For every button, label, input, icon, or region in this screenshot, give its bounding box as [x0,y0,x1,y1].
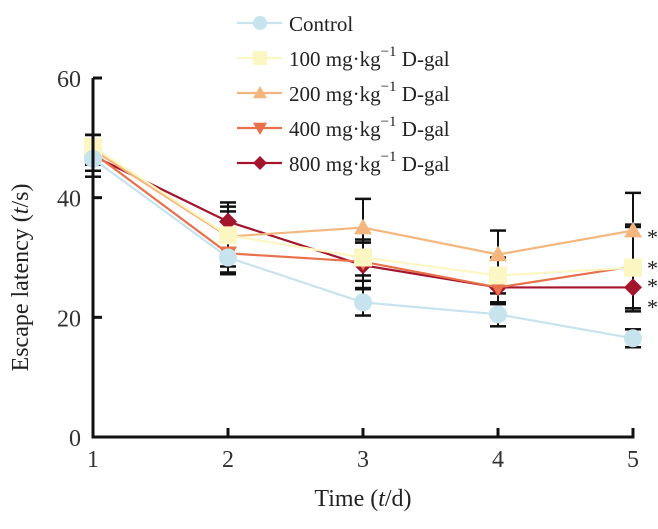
y-tick-label: 0 [69,426,81,452]
data-point [219,248,237,267]
data-point [253,51,267,65]
legend-item: 200 mg·kg−1 D-gal [237,79,450,106]
data-point [624,329,642,348]
legend-item: 800 mg·kg−1 D-gal [237,149,450,176]
significance-asterisk: * [647,274,658,299]
y-tick-label: 60 [57,67,81,93]
legend-item: 400 mg·kg−1 D-gal [237,114,450,141]
legend-label: Control [289,12,353,36]
legend-label: 800 mg·kg−1 D-gal [289,149,450,176]
data-point [624,221,642,238]
y-axis-title: Escape latency (t/s) [8,184,34,372]
x-tick-label: 3 [357,447,369,473]
data-point [354,218,372,235]
significance-asterisk: * [647,225,658,250]
annotations: **** [647,225,658,320]
data-point [253,122,267,135]
significance-asterisk: * [647,256,658,281]
data-point [253,16,267,30]
x-tick-label: 5 [627,447,639,473]
data-point [489,266,507,285]
legend-label: 100 mg·kg−1 D-gal [289,44,450,71]
significance-asterisk: * [647,295,658,320]
y-tick-label: 40 [57,187,81,213]
data-point [624,278,642,297]
data-point [354,248,372,267]
data-point [253,156,267,170]
data-point [253,86,267,99]
legend-label: 200 mg·kg−1 D-gal [289,79,450,106]
legend-item: Control [237,12,353,36]
y-tick-label: 20 [57,306,81,332]
series-circle [84,149,642,348]
x-tick-label: 2 [222,447,234,473]
data-point [354,293,372,312]
x-tick-label: 4 [492,447,504,473]
legend-label: 400 mg·kg−1 D-gal [289,114,450,141]
data-point [489,245,507,262]
x-axis-title: Time (t/d) [314,486,411,512]
legend: Control 100 mg·kg−1 D-gal 200 mg·kg−1 D-ga… [237,12,450,176]
data-point [219,226,237,245]
data-point [219,212,237,231]
data-point [489,280,507,297]
ticks: 0 20 40 60 1 2 3 4 5 [57,67,639,473]
legend-item: 100 mg·kg−1 D-gal [237,44,450,71]
x-tick-label: 1 [87,447,99,473]
data-point [624,258,642,277]
data-point [489,305,507,324]
